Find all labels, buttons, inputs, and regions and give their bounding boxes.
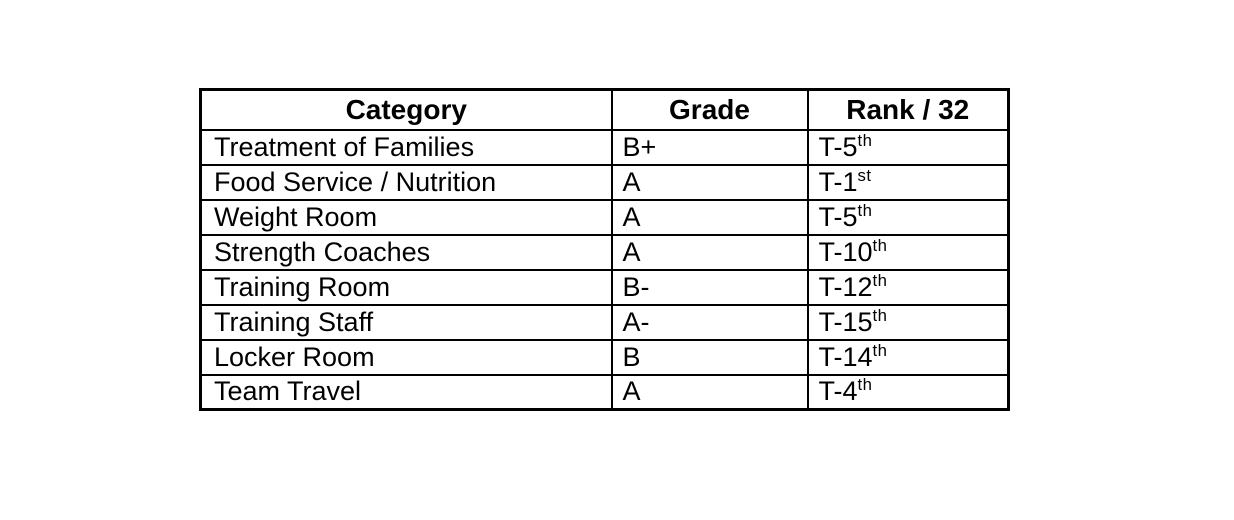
- rank-value: T-1: [818, 166, 858, 197]
- rank-ordinal-suffix: th: [872, 305, 888, 325]
- category-cell: Training Room: [199, 268, 613, 306]
- category-cell: Team Travel: [199, 373, 613, 411]
- rank-cell: T-4th: [806, 373, 1010, 411]
- table-row: Strength Coaches A T-10th: [199, 233, 1010, 271]
- category-label: Treatment of Families: [214, 131, 475, 162]
- category-cell: Weight Room: [199, 198, 613, 236]
- table-row: Team Travel A T-4th: [199, 373, 1010, 411]
- team-report-card-table: Category Grade Rank / 32 Treatment of Fa…: [199, 88, 1010, 411]
- grade-value: B: [622, 341, 641, 372]
- grade-value: A: [622, 166, 641, 197]
- rank-cell: T-1st: [806, 163, 1010, 201]
- rank-ordinal-suffix: th: [857, 375, 873, 395]
- table-row: Locker Room B T-14th: [199, 338, 1010, 376]
- rank-ordinal-suffix: st: [857, 165, 872, 185]
- grade-cell: A: [610, 163, 809, 201]
- rank-cell: T-15th: [806, 303, 1010, 341]
- grade-value: B+: [622, 131, 657, 162]
- rank-value: T-5: [818, 201, 858, 232]
- rank-value: T-4: [818, 376, 858, 407]
- category-label: Team Travel: [214, 376, 362, 407]
- column-header-rank: Rank / 32: [806, 88, 1010, 131]
- rank-cell: T-5th: [806, 198, 1010, 236]
- grade-cell: A-: [610, 303, 809, 341]
- rank-value: T-10: [818, 236, 873, 267]
- grade-cell: A: [610, 233, 809, 271]
- rank-ordinal-suffix: th: [872, 340, 888, 360]
- category-label: Strength Coaches: [214, 236, 431, 267]
- grade-cell: B-: [610, 268, 809, 306]
- table-row: Food Service / Nutrition A T-1st: [199, 163, 1010, 201]
- category-cell: Locker Room: [199, 338, 613, 376]
- rank-cell: T-10th: [806, 233, 1010, 271]
- category-label: Training Staff: [214, 306, 374, 337]
- table-row: Treatment of Families B+ T-5th: [199, 128, 1010, 166]
- rank-ordinal-suffix: th: [857, 200, 873, 220]
- category-label: Locker Room: [214, 341, 375, 372]
- category-label: Food Service / Nutrition: [214, 166, 497, 197]
- grade-cell: B: [610, 338, 809, 376]
- grade-value: A-: [622, 306, 650, 337]
- grade-cell: A: [610, 198, 809, 236]
- rank-cell: T-5th: [806, 128, 1010, 166]
- table-row: Weight Room A T-5th: [199, 198, 1010, 236]
- table-row: Training Staff A- T-15th: [199, 303, 1010, 341]
- rank-value: T-12: [818, 271, 873, 302]
- rank-ordinal-suffix: th: [857, 130, 873, 150]
- rank-cell: T-12th: [806, 268, 1010, 306]
- column-header-category: Category: [199, 88, 613, 131]
- grade-cell: A: [610, 373, 809, 411]
- category-label: Training Room: [214, 271, 391, 302]
- rank-value: T-14: [818, 341, 873, 372]
- category-cell: Treatment of Families: [199, 128, 613, 166]
- rank-ordinal-suffix: th: [872, 270, 888, 290]
- category-label: Weight Room: [214, 201, 378, 232]
- header-row: Category Grade Rank / 32: [199, 88, 1010, 131]
- rank-cell: T-14th: [806, 338, 1010, 376]
- grade-value: B-: [622, 271, 650, 302]
- rank-value: T-15: [818, 306, 873, 337]
- category-cell: Strength Coaches: [199, 233, 613, 271]
- table-row: Training Room B- T-12th: [199, 268, 1010, 306]
- rank-value: T-5: [818, 131, 858, 162]
- category-cell: Food Service / Nutrition: [199, 163, 613, 201]
- grade-value: A: [622, 236, 641, 267]
- table-body: Treatment of Families B+ T-5th Food Serv…: [199, 128, 1010, 411]
- grade-value: A: [622, 201, 641, 232]
- rank-ordinal-suffix: th: [872, 235, 888, 255]
- column-header-grade: Grade: [610, 88, 809, 131]
- category-cell: Training Staff: [199, 303, 613, 341]
- grade-value: A: [622, 376, 641, 407]
- grade-cell: B+: [610, 128, 809, 166]
